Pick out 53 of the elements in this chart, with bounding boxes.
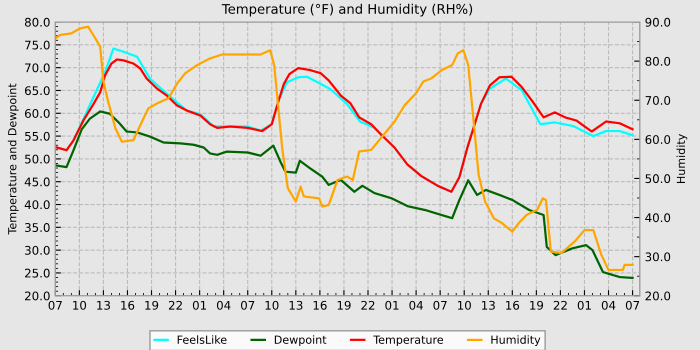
y2-tick-label: 90.0 xyxy=(645,18,670,27)
legend-label: Dewpoint xyxy=(274,335,326,346)
x-tick-label: 01 xyxy=(578,300,591,310)
y-tick-label: 35.0 xyxy=(25,223,50,232)
x-tick-label: 07 xyxy=(626,300,640,310)
x-tick-label: 16 xyxy=(121,300,134,310)
chart-title: Temperature (°F) and Humidity (RH%) xyxy=(222,4,472,16)
x-tick-label: 01 xyxy=(192,300,206,310)
x-tick-label: 19 xyxy=(145,300,158,310)
x-tick-label: 13 xyxy=(482,300,495,310)
y-tick-label: 50.0 xyxy=(25,154,50,164)
y2-tick-label: 40.0 xyxy=(645,213,670,222)
y-tick-label: 30.0 xyxy=(25,246,50,255)
x-tick-label: 22 xyxy=(554,300,567,310)
y-tick-label: 70.0 xyxy=(25,63,50,72)
x-tick-label: 16 xyxy=(506,300,520,310)
x-tick-label: 04 xyxy=(409,300,423,310)
x-tick-label: 19 xyxy=(530,300,544,310)
y2-tick-label: 80.0 xyxy=(645,56,670,66)
y-tick-label: 45.0 xyxy=(24,177,50,186)
x-tick-label: 16 xyxy=(314,300,327,310)
x-tick-label: 07 xyxy=(433,300,447,310)
x-tick-label: 19 xyxy=(338,300,351,310)
x-tick-label: 13 xyxy=(97,300,110,310)
y2-tick-label: 20.0 xyxy=(646,291,670,300)
y-tick-label: 75.0 xyxy=(25,40,50,50)
x-tick-label: 10 xyxy=(73,300,86,310)
y2-tick-label: 60.0 xyxy=(645,135,670,144)
y-tick-label: 20.0 xyxy=(25,291,50,300)
x-tick-label: 04 xyxy=(602,300,616,310)
y-tick-label: 80.0 xyxy=(24,18,50,27)
y-axis-title: Temperature and Dewpoint xyxy=(8,84,19,235)
x-tick-label: 07 xyxy=(240,300,254,310)
y-tick-label: 60.0 xyxy=(24,109,50,118)
x-tick-label: 22 xyxy=(361,300,374,310)
y-tick-label: 25.0 xyxy=(25,268,50,278)
x-tick-label: 10 xyxy=(266,300,279,310)
legend-label: Humidity xyxy=(491,335,540,346)
x-tick-label: 22 xyxy=(168,300,182,310)
y2-axis-title: Humidity xyxy=(676,134,688,183)
x-tick-label: 07 xyxy=(48,300,62,310)
y2-tick-label: 30.0 xyxy=(646,252,670,262)
y-tick-label: 55.0 xyxy=(25,132,50,141)
x-tick-label: 04 xyxy=(216,300,231,310)
x-tick-label: 10 xyxy=(458,300,471,310)
x-tick-label: 01 xyxy=(385,300,398,310)
legend-label: FeelsLike xyxy=(178,335,227,344)
y2-tick-label: 70.0 xyxy=(646,96,670,105)
y-tick-label: 40.0 xyxy=(24,200,50,210)
x-tick-label: 13 xyxy=(290,300,302,310)
legend-label: Temperature xyxy=(373,336,444,346)
y-tick-label: 65.0 xyxy=(24,86,50,96)
y2-tick-label: 50.0 xyxy=(646,174,670,184)
